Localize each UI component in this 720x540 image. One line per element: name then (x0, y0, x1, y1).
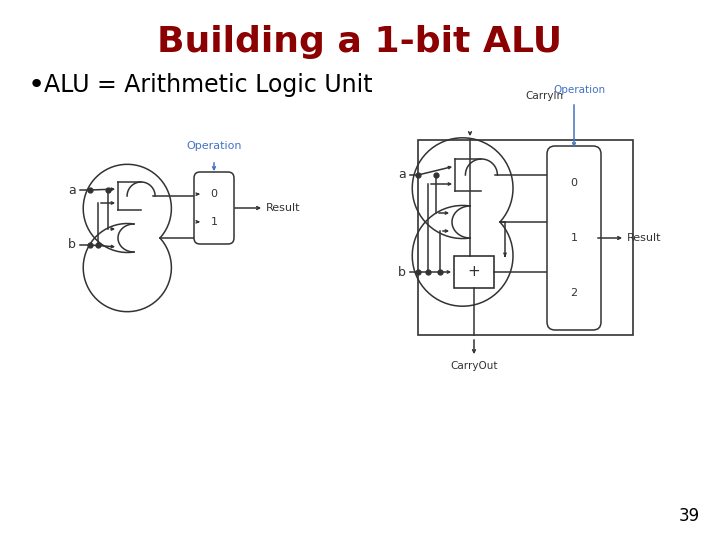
Text: 1: 1 (210, 217, 217, 227)
Text: +: + (467, 265, 480, 280)
Text: Result: Result (627, 233, 662, 243)
Text: b: b (398, 266, 406, 279)
Text: CarryOut: CarryOut (450, 361, 498, 371)
Text: 39: 39 (679, 507, 700, 525)
Text: 2: 2 (570, 288, 577, 299)
Text: Result: Result (266, 203, 300, 213)
Bar (418, 140, 633, 335)
Text: Operation: Operation (186, 141, 242, 151)
Text: Building a 1-bit ALU: Building a 1-bit ALU (158, 25, 562, 59)
FancyBboxPatch shape (547, 146, 601, 330)
Text: 0: 0 (210, 189, 217, 199)
Text: ALU = Arithmetic Logic Unit: ALU = Arithmetic Logic Unit (44, 73, 373, 97)
Text: •: • (28, 71, 45, 99)
Text: a: a (398, 168, 406, 181)
Text: b: b (68, 239, 76, 252)
Bar (454, 256, 494, 288)
FancyBboxPatch shape (194, 172, 234, 244)
Text: 0: 0 (570, 178, 577, 187)
Text: CarryIn: CarryIn (525, 91, 563, 101)
Text: Operation: Operation (553, 85, 605, 95)
Text: a: a (68, 184, 76, 197)
Text: 1: 1 (570, 233, 577, 243)
